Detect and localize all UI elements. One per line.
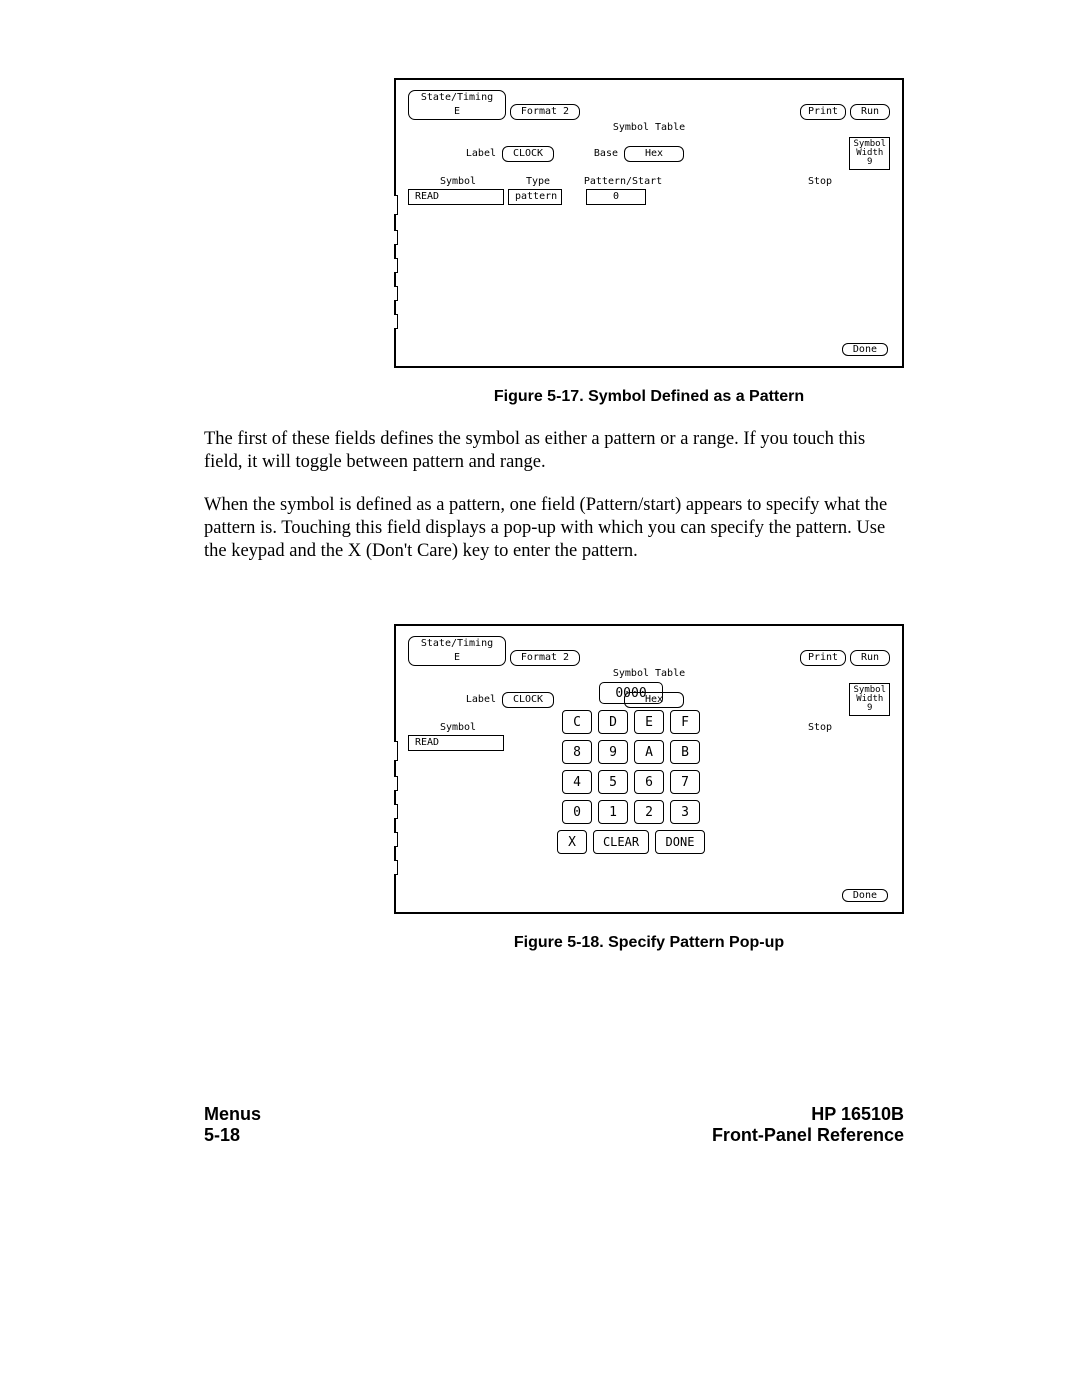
fig17-tab-print[interactable]: Print: [800, 104, 846, 120]
fig18-tab-run[interactable]: Run: [850, 650, 890, 666]
fig17-done-button[interactable]: Done: [842, 343, 888, 356]
paragraph-2: When the symbol is defined as a pattern,…: [204, 494, 904, 563]
fig17-tab-run[interactable]: Run: [850, 104, 890, 120]
key-B[interactable]: B: [670, 740, 700, 764]
fig18-done-button[interactable]: Done: [842, 889, 888, 902]
fig17-toprow: State/Timing E Format 2 Print Run: [408, 90, 890, 120]
fig17-col-stop: Stop: [790, 176, 850, 187]
notch: [394, 286, 398, 301]
fig17-col-type: Type: [508, 176, 568, 187]
fig18-symbol-width[interactable]: Symbol Width 9: [849, 683, 890, 716]
key-X[interactable]: X: [557, 830, 587, 854]
notch: [394, 804, 398, 819]
footer-right-2: Front-Panel Reference: [712, 1125, 904, 1146]
fig17-row-ps[interactable]: 0: [586, 189, 646, 205]
key-8[interactable]: 8: [562, 740, 592, 764]
key-9[interactable]: 9: [598, 740, 628, 764]
paragraph-1: The first of these fields defines the sy…: [204, 428, 904, 474]
key-done[interactable]: DONE: [655, 830, 705, 854]
key-1[interactable]: 1: [598, 800, 628, 824]
fig17-label-value[interactable]: CLOCK: [502, 146, 554, 162]
key-3[interactable]: 3: [670, 800, 700, 824]
notch: [394, 314, 398, 329]
fig17-symbol-width[interactable]: Symbol Width 9: [849, 137, 890, 170]
key-F[interactable]: F: [670, 710, 700, 734]
figure-18-frame: State/Timing E Format 2 Print Run Symbol…: [394, 624, 904, 914]
key-D[interactable]: D: [598, 710, 628, 734]
key-C[interactable]: C: [562, 710, 592, 734]
fig18-tab-state[interactable]: State/Timing E: [408, 636, 506, 666]
fig18-tab-print[interactable]: Print: [800, 650, 846, 666]
fig17-tab-state[interactable]: State/Timing E: [408, 90, 506, 120]
fig17-title: Symbol Table: [408, 122, 890, 133]
page-footer: Menus 5-18 HP 16510B Front-Panel Referen…: [204, 1104, 904, 1146]
figure-17-frame: State/Timing E Format 2 Print Run Symbol…: [394, 78, 904, 368]
fig18-caption: Figure 5-18. Specify Pattern Pop-up: [394, 934, 904, 952]
fig18-tab-format[interactable]: Format 2: [510, 650, 580, 666]
notch: [394, 195, 398, 215]
key-6[interactable]: 6: [634, 770, 664, 794]
key-A[interactable]: A: [634, 740, 664, 764]
keypad-display[interactable]: 0000: [599, 682, 663, 704]
notch: [394, 258, 398, 273]
keypad-popup: 0000 C D E F 8 9 A B 4 5 6 7 0 1: [546, 682, 716, 860]
fig17-row-type[interactable]: pattern: [508, 189, 562, 205]
fig17-label-label: Label: [408, 148, 502, 159]
fig17-base-label: Base: [554, 148, 624, 159]
sw-l3: 9: [867, 157, 872, 167]
key-2[interactable]: 2: [634, 800, 664, 824]
fig18-col-symbol: Symbol: [408, 722, 508, 733]
fig17-col-symbol: Symbol: [408, 176, 508, 187]
fig18-row-symbol[interactable]: READ: [408, 735, 504, 751]
fig18-toprow: State/Timing E Format 2 Print Run: [408, 636, 890, 666]
fig17-base-value[interactable]: Hex: [624, 146, 684, 162]
key-5[interactable]: 5: [598, 770, 628, 794]
key-4[interactable]: 4: [562, 770, 592, 794]
notch: [394, 860, 398, 875]
sw-l3: 9: [867, 703, 872, 713]
fig18-label-label: Label: [408, 694, 502, 705]
fig18-title: Symbol Table: [408, 668, 890, 679]
fig18-col-stop: Stop: [790, 722, 850, 733]
notch: [394, 230, 398, 245]
key-E[interactable]: E: [634, 710, 664, 734]
notch: [394, 741, 398, 761]
fig17-col-ps: Pattern/Start: [568, 176, 678, 187]
footer-right-1: HP 16510B: [712, 1104, 904, 1125]
notch: [394, 832, 398, 847]
fig17-tab-format[interactable]: Format 2: [510, 104, 580, 120]
fig17-row-symbol[interactable]: READ: [408, 189, 504, 205]
key-7[interactable]: 7: [670, 770, 700, 794]
key-0[interactable]: 0: [562, 800, 592, 824]
notch: [394, 776, 398, 791]
fig17-caption: Figure 5-17. Symbol Defined as a Pattern: [394, 388, 904, 406]
footer-left-2: 5-18: [204, 1125, 261, 1146]
footer-left-1: Menus: [204, 1104, 261, 1125]
key-clear[interactable]: CLEAR: [593, 830, 649, 854]
